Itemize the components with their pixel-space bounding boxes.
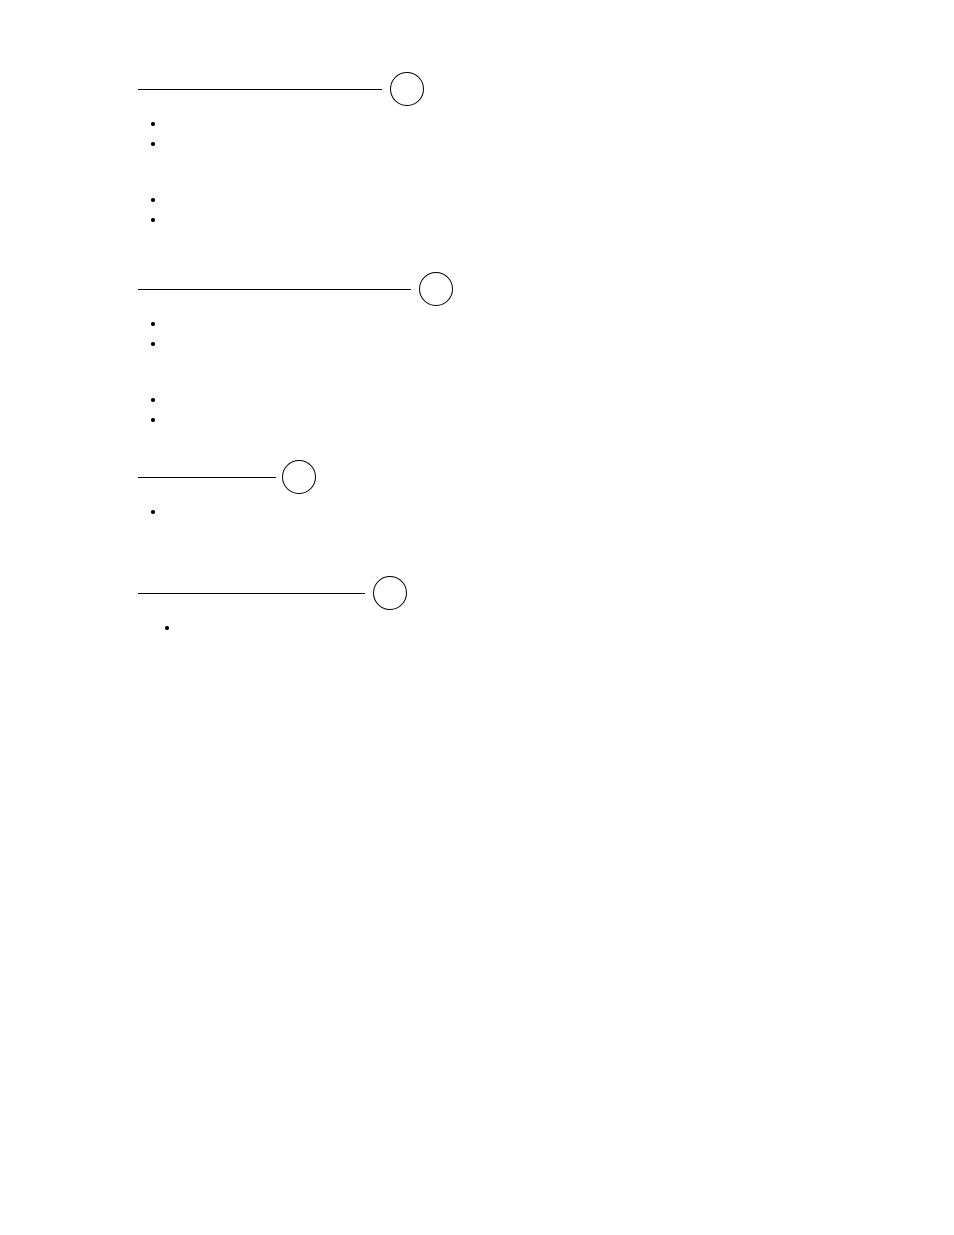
section-1-bullet-0 (166, 116, 424, 130)
section-2 (138, 272, 453, 432)
section-2-circle-icon (419, 272, 453, 306)
section-1-bullet-3 (166, 192, 424, 206)
section-1-bullet-4 (166, 212, 424, 226)
section-2-bullet-4 (166, 412, 453, 426)
section-1-bullets (138, 116, 424, 226)
section-3 (138, 460, 316, 524)
section-1-header (138, 72, 424, 106)
section-2-header (138, 272, 453, 306)
section-4 (138, 576, 407, 640)
section-2-bullets (138, 316, 453, 426)
section-1-circle-icon (390, 72, 424, 106)
section-3-bullets (138, 504, 316, 518)
section-2-bullet-2 (166, 356, 453, 386)
section-2-bullet-1 (166, 336, 453, 350)
section-1-line (138, 89, 382, 90)
section-4-line (138, 593, 365, 594)
section-4-bullets (138, 620, 407, 634)
section-1-bullet-1 (166, 136, 424, 150)
section-1 (138, 72, 424, 232)
section-1-bullet-2 (166, 156, 424, 186)
section-2-bullet-0 (166, 316, 453, 330)
section-4-circle-icon (373, 576, 407, 610)
section-3-circle-icon (282, 460, 316, 494)
section-3-header (138, 460, 316, 494)
section-4-header (138, 576, 407, 610)
section-2-line (138, 289, 411, 290)
section-4-bullet-0 (180, 620, 407, 634)
section-2-bullet-3 (166, 392, 453, 406)
section-3-line (138, 477, 276, 478)
section-3-bullet-0 (166, 504, 316, 518)
